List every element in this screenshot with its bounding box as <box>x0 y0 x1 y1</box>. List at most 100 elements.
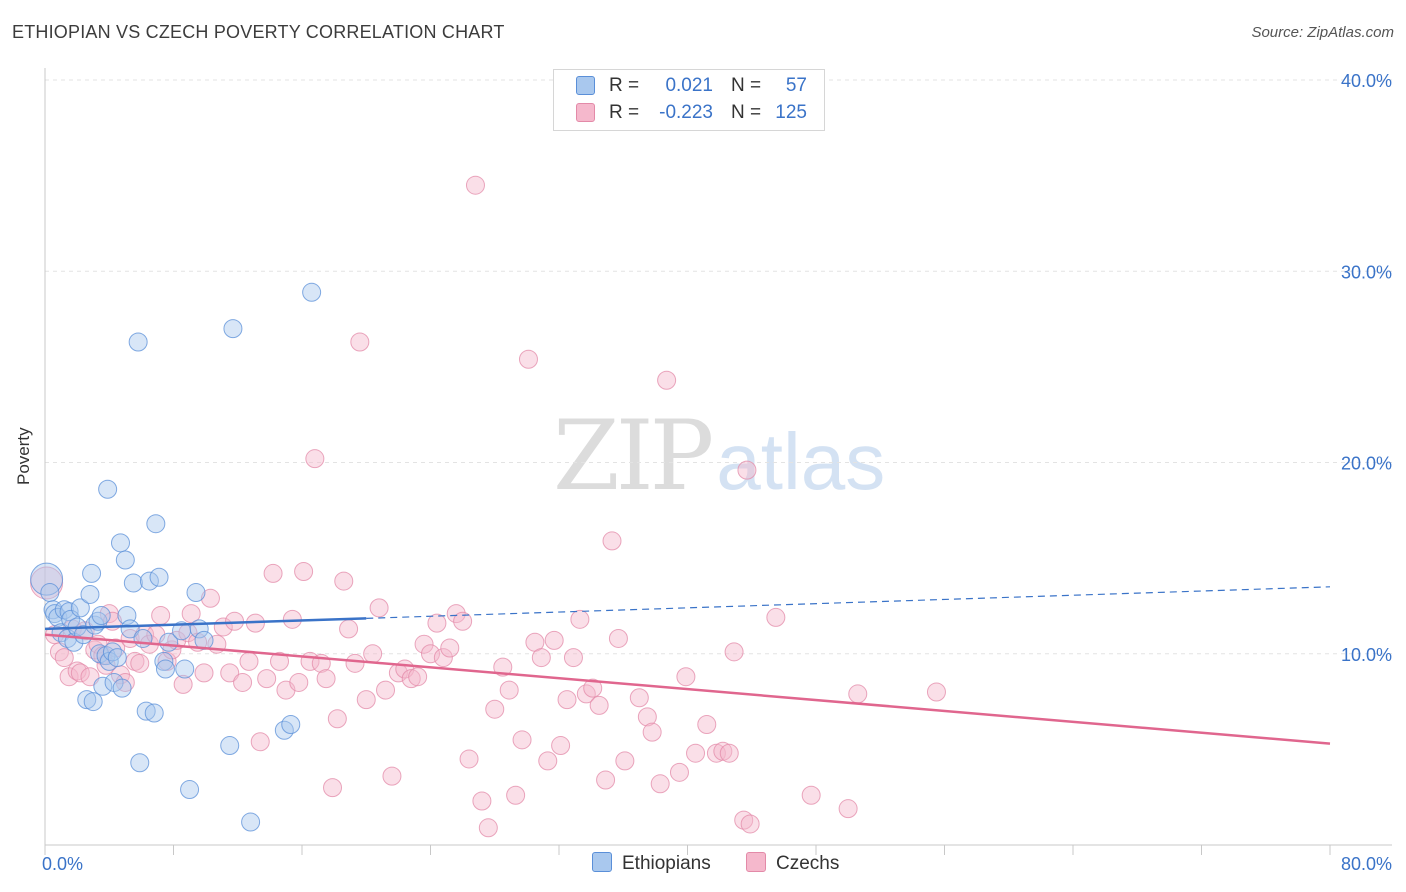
point-ethiopians <box>107 648 127 668</box>
point-czechs <box>408 667 428 687</box>
point-czechs <box>250 732 270 752</box>
legend-r-value-czechs: -0.223 <box>659 102 713 123</box>
point-czechs <box>838 799 858 819</box>
point-czechs <box>657 370 677 390</box>
points-layer <box>30 175 946 838</box>
point-ethiopians <box>186 583 206 603</box>
point-czechs <box>676 667 696 687</box>
point-czechs <box>323 778 343 798</box>
point-czechs <box>446 604 466 624</box>
point-czechs <box>376 680 396 700</box>
series-name-czechs: Czechs <box>776 853 840 874</box>
point-ethiopians <box>128 332 148 352</box>
point-czechs <box>518 349 538 369</box>
y-tick-label: 40.0% <box>1341 71 1392 91</box>
x-tick-label-min: 0.0% <box>42 854 83 874</box>
grid-layer <box>45 79 1392 655</box>
point-czechs <box>713 741 733 761</box>
point-czechs <box>80 667 100 687</box>
point-czechs <box>583 678 603 698</box>
trendline-ethiopians-extension <box>366 586 1331 619</box>
point-czechs <box>740 814 760 834</box>
point-ethiopians <box>146 514 166 534</box>
point-czechs <box>697 715 717 735</box>
point-czechs <box>220 663 240 683</box>
point-czechs <box>263 563 283 583</box>
point-ethiopians <box>91 606 111 625</box>
point-czechs <box>345 653 365 673</box>
legend-n-label: N = <box>731 102 762 123</box>
legend-r-value-ethiopians: 0.021 <box>665 75 713 96</box>
point-ethiopians <box>139 571 159 591</box>
point-ethiopians <box>70 598 90 618</box>
point-czechs <box>465 175 485 195</box>
point-czechs <box>737 460 757 480</box>
point-ethiopians <box>115 550 135 570</box>
y-tick-label: 20.0% <box>1341 454 1392 474</box>
point-czechs <box>848 684 868 704</box>
point-ethiopians <box>110 533 130 553</box>
point-ethiopians <box>302 282 322 302</box>
point-czechs <box>270 651 290 671</box>
point-czechs <box>512 730 532 750</box>
point-czechs <box>499 680 519 700</box>
series-swatch-czechs <box>746 852 767 872</box>
point-czechs <box>926 682 946 702</box>
point-czechs <box>570 609 590 629</box>
point-czechs <box>282 609 302 629</box>
point-ethiopians <box>112 678 132 698</box>
point-czechs <box>493 657 513 677</box>
point-czechs <box>194 663 214 683</box>
point-czechs <box>485 699 505 719</box>
point-ethiopians <box>281 715 301 735</box>
trendline-czechs <box>44 633 1331 745</box>
point-czechs <box>642 722 662 742</box>
series-legend-czechs[interactable]: Czechs <box>746 852 839 875</box>
point-czechs <box>459 749 479 769</box>
point-czechs <box>608 628 628 648</box>
point-czechs <box>200 588 220 608</box>
point-czechs <box>557 690 577 710</box>
point-czechs <box>801 785 821 805</box>
point-czechs <box>472 791 492 811</box>
point-ethiopians <box>241 812 261 832</box>
point-czechs <box>316 669 336 689</box>
point-czechs <box>401 669 421 689</box>
point-czechs <box>669 762 689 782</box>
y-tick-label: 30.0% <box>1341 262 1392 282</box>
point-ethiopians <box>133 628 153 648</box>
point-ethiopians <box>136 701 156 721</box>
point-ethiopians <box>144 703 164 723</box>
point-ethiopians <box>88 611 108 631</box>
series-name-ethiopians: Ethiopians <box>622 853 711 874</box>
series-legend-ethiopians[interactable]: Ethiopians <box>592 852 711 875</box>
point-czechs <box>414 634 434 654</box>
point-ethiopians <box>85 615 105 635</box>
point-czechs <box>67 661 87 681</box>
point-ethiopians <box>59 602 79 622</box>
point-czechs <box>239 651 259 671</box>
chart-title: ETHIOPIAN VS CZECH POVERTY CORRELATION C… <box>12 22 505 42</box>
point-czechs <box>440 638 460 658</box>
point-czechs <box>686 743 706 763</box>
point-czechs <box>339 619 359 639</box>
legend-swatch-ethiopians <box>576 76 595 96</box>
tick-label-layer: 10.0% 20.0% 30.0% 40.0% 0.0% 80.0% <box>42 71 1392 874</box>
point-czechs <box>719 743 739 763</box>
point-ethiopians <box>82 563 102 583</box>
point-ethiopians <box>30 562 64 596</box>
point-czechs <box>589 695 609 715</box>
point-czechs <box>538 751 558 771</box>
point-ethiopians <box>77 690 97 710</box>
point-ethiopians <box>93 676 113 696</box>
axis-layer <box>44 68 1392 855</box>
point-czechs <box>629 688 649 708</box>
point-ethiopians <box>98 479 118 499</box>
point-czechs <box>115 672 135 692</box>
point-czechs <box>350 332 370 352</box>
point-czechs <box>531 648 551 668</box>
point-czechs <box>54 648 74 668</box>
point-ethiopians <box>83 692 103 712</box>
point-ethiopians <box>220 736 240 756</box>
